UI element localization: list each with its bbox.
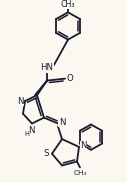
Text: S: S (44, 149, 49, 158)
Text: HN: HN (41, 63, 53, 72)
Text: H: H (24, 131, 29, 137)
Text: N: N (28, 126, 34, 135)
Text: N: N (17, 97, 23, 106)
Text: CH₃: CH₃ (73, 170, 87, 176)
Text: CH₃: CH₃ (61, 0, 75, 9)
Text: N: N (80, 141, 87, 150)
Text: O: O (67, 74, 73, 83)
Text: N: N (59, 118, 65, 127)
